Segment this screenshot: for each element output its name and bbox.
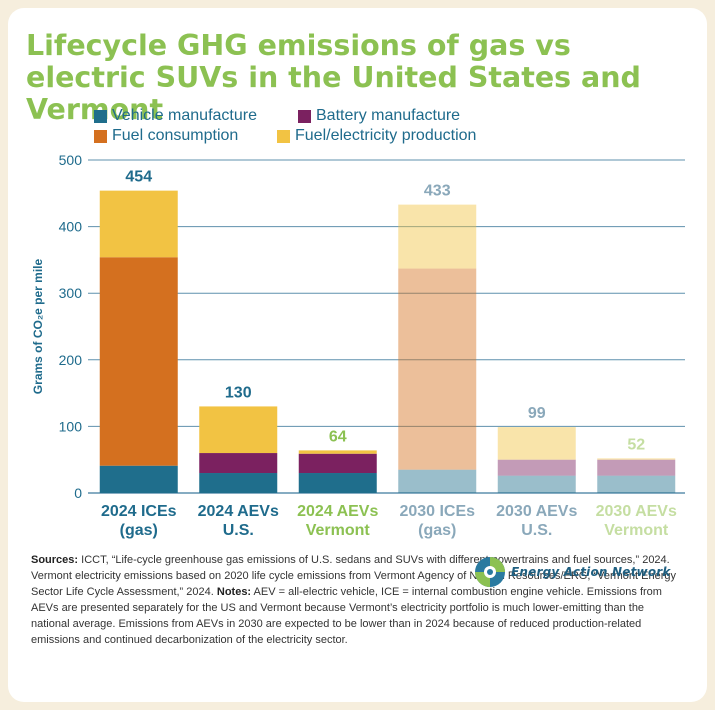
category-sublabel: U.S. [223,522,254,539]
battery-manufacture-segment [497,459,576,476]
category-label: 2024 ICEs [101,503,177,520]
category-sublabel: Vermont [604,522,669,539]
fuel-consumption-segment [398,268,477,470]
legend-item-vehicle: Vehicle manufacture [94,107,257,125]
legend-label-production: Fuel/electricity production [295,127,477,144]
y-tick-label: 200 [59,352,83,368]
category-label: 2024 AEVs [297,503,378,520]
category-label: 2030 AEVs [596,503,677,520]
sources-text: ICCT, “Life-cycle greenhouse gas emissio… [31,554,677,598]
ean-logo-icon [475,557,505,587]
vehicle-manufacture-segment [398,469,477,493]
legend-item-battery: Battery manufacture [298,107,460,125]
y-tick-label: 300 [59,285,83,301]
legend-swatch-vehicle [94,109,107,123]
bar-total-label: 64 [329,428,347,445]
legend-label-vehicle: Vehicle manufacture [112,107,257,124]
y-tick-label: 400 [59,219,83,235]
y-tick-label: 500 [59,152,83,168]
sources-note: Sources: ICCT, “Life-cycle greenhouse ga… [31,552,679,648]
y-tick-label: 0 [74,485,82,501]
category-sublabel: (gas) [418,522,456,539]
notes-label: Notes: [216,586,252,598]
vehicle-manufacture-segment [497,475,576,493]
ean-logo-text: Energy Action Network [511,565,671,579]
legend-swatch-fuel [94,129,107,143]
legend-label-battery: Battery manufacture [316,107,461,124]
legend-item-fuel: Fuel consumption [94,127,238,145]
bar-total-label: 130 [225,384,252,401]
legend-swatch-production [277,129,290,143]
bar-total-label: 433 [424,183,451,200]
legend-label-fuel: Fuel consumption [112,127,239,144]
y-tick-label: 100 [59,418,83,434]
bar-total-label: 52 [627,436,645,453]
category-sublabel: (gas) [120,522,158,539]
vehicle-manufacture-segment [298,473,377,493]
vehicle-manufacture-segment [99,465,178,493]
vehicle-manufacture-segment [597,475,676,493]
sources-label: Sources: [31,554,79,566]
category-sublabel: U.S. [521,522,552,539]
chart-title: Lifecycle GHG emissions of gas vs electr… [26,29,641,126]
bar-total-label: 454 [125,169,152,186]
battery-manufacture-segment [298,453,377,474]
category-sublabel: Vermont [306,522,371,539]
category-label: 2024 AEVs [198,503,279,520]
battery-manufacture-segment [597,459,676,476]
legend-item-production: Fuel/electricity production [277,127,476,145]
fuel-electricity-production-segment [199,406,278,454]
ean-logo: Energy Action Network [474,556,671,588]
notes-text: AEV = all-electric vehicle, ICE = intern… [31,586,662,646]
bar-total-label: 99 [528,405,546,422]
vehicle-manufacture-segment [199,473,278,493]
battery-manufacture-segment [199,453,278,474]
fuel-electricity-production-segment [398,204,477,269]
fuel-consumption-segment [99,257,178,466]
fuel-electricity-production-segment [298,450,377,454]
legend-swatch-battery [298,109,311,123]
y-axis-label: Grams of CO₂e per mile [31,258,45,394]
stacked-bar-chart: 0 100 200 300 400 500 Grams of CO₂e per mile 45… [31,152,685,539]
category-label: 2030 ICEs [399,503,475,520]
category-label: 2030 AEVs [496,503,577,520]
fuel-electricity-production-segment [497,427,576,460]
fuel-electricity-production-segment [99,190,178,258]
fuel-electricity-production-segment [597,458,676,460]
